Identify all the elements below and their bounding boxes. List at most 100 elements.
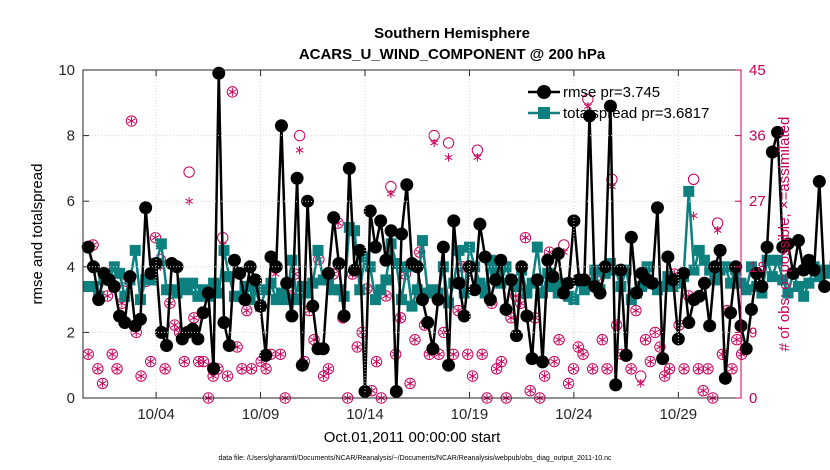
rmse-point <box>280 276 294 290</box>
x-axis-ticks: 10/04 10/09 10/14 10/19 10/24 10/29 <box>137 70 697 423</box>
totalspread-point <box>657 280 669 292</box>
obs-assimilated-point <box>170 320 179 330</box>
obs-possible-point <box>702 363 714 375</box>
rmse-point <box>739 342 753 356</box>
chart-subtitle: ACARS_U_WIND_COMPONENT @ 200 hPa <box>299 46 606 63</box>
y-left-tick-label: 10 <box>58 62 75 79</box>
obs-possible-point <box>601 363 613 375</box>
totalspread-point <box>155 238 167 250</box>
totalspread-point <box>87 280 99 292</box>
totalspread-point <box>725 277 737 289</box>
data-file-footnote: data file: /Users/gharamti/Documents/NCA… <box>218 455 612 462</box>
totalspread-point <box>119 290 131 302</box>
obs-assimilated-point <box>704 364 712 374</box>
rmse-point <box>295 358 309 372</box>
rmse-point <box>541 253 555 267</box>
rmse-point <box>577 273 591 287</box>
totalspread-point <box>181 284 193 296</box>
totalspread-point <box>411 284 423 296</box>
obs-possible-point <box>135 370 147 382</box>
obs-possible-point <box>226 86 239 98</box>
obs-possible-point <box>125 115 138 127</box>
obs-possible-point <box>553 333 565 346</box>
rmse-point <box>389 384 403 398</box>
obs-assimilated-point <box>651 328 660 337</box>
rmse-point <box>556 286 570 300</box>
rmse-point <box>473 217 487 231</box>
obs-possible-point <box>562 377 575 390</box>
totalspread-point <box>792 280 804 292</box>
obs-possible-point <box>260 363 272 375</box>
chart-title: Southern Hemisphere <box>374 25 530 42</box>
obs-assimilated-point <box>247 364 256 374</box>
rmse-point <box>92 293 106 307</box>
x-tick-label: 10/24 <box>555 406 593 423</box>
rmse-point <box>520 309 534 323</box>
rmse-point <box>238 293 252 307</box>
totalspread-point <box>599 267 611 279</box>
obs-possible-point <box>586 363 599 375</box>
rmse-point <box>593 286 607 300</box>
x-tick-label: 10/29 <box>660 406 698 423</box>
x-tick-label: 10/19 <box>451 406 489 423</box>
rmse-point <box>337 309 351 323</box>
obs-possible-point <box>245 363 258 375</box>
totalspread-point <box>782 287 794 299</box>
rmse-point <box>760 240 774 254</box>
obs-assimilated-point <box>295 145 304 155</box>
obs-assimilated-point <box>603 364 612 374</box>
obs-assimilated-point <box>468 371 477 381</box>
totalspread-point <box>777 274 789 286</box>
y-axis-right-ticks: 0 9 18 27 36 45 <box>735 62 766 407</box>
obs-assimilated-point <box>632 306 640 315</box>
obs-assimilated-point <box>540 371 549 381</box>
rmse-point <box>436 240 450 254</box>
rmse-point <box>744 302 758 316</box>
rmse-point <box>677 266 691 280</box>
rmse-point <box>160 339 174 353</box>
rmse-point <box>703 319 717 333</box>
obs-assimilated-point <box>127 116 136 126</box>
rmse-point <box>645 276 659 290</box>
rmse-point <box>222 339 236 353</box>
obs-assimilated-point <box>636 379 645 388</box>
totalspread-point <box>636 280 648 292</box>
rmse-point <box>400 178 414 192</box>
obs-possible-point <box>404 377 416 390</box>
rmse-point <box>186 322 200 336</box>
obs-assimilated-point <box>411 335 419 344</box>
obs-assimilated-point <box>430 138 439 148</box>
rmse-point <box>274 119 288 133</box>
obs-assimilated-point <box>526 386 535 395</box>
rmse-point <box>332 257 346 271</box>
rmse-point <box>525 352 539 366</box>
obs-assimilated-point <box>579 350 587 359</box>
totalspread-point <box>490 264 502 276</box>
y-axis-left-label: rmse and totalspread <box>29 164 46 305</box>
rmse-point <box>802 253 816 267</box>
totalspread-point <box>239 280 251 292</box>
obs-possible-point <box>611 319 623 331</box>
rmse-point <box>285 309 299 323</box>
obs-assimilated-point <box>444 153 453 162</box>
rmse-point <box>489 273 503 287</box>
obs-possible-point <box>322 363 335 375</box>
totalspread-point <box>213 287 225 299</box>
obs-possible-point <box>663 363 676 375</box>
obs-possible-point <box>178 355 191 368</box>
totalspread-series <box>82 185 830 312</box>
rmse-point <box>614 263 628 277</box>
rmse-point <box>530 273 544 287</box>
obs-possible-point <box>462 348 474 360</box>
rmse-point <box>86 260 100 274</box>
rmse-point <box>536 355 550 369</box>
obs-assimilated-point <box>137 371 145 381</box>
obs-assimilated-point <box>84 350 93 359</box>
obs-possible-point <box>221 370 234 382</box>
rmse-point <box>692 289 706 303</box>
obs-possible-point <box>548 355 560 368</box>
rmse-point <box>290 171 304 185</box>
totalspread-point <box>281 294 293 306</box>
rmse-point <box>781 237 795 251</box>
rmse-series <box>81 66 830 398</box>
